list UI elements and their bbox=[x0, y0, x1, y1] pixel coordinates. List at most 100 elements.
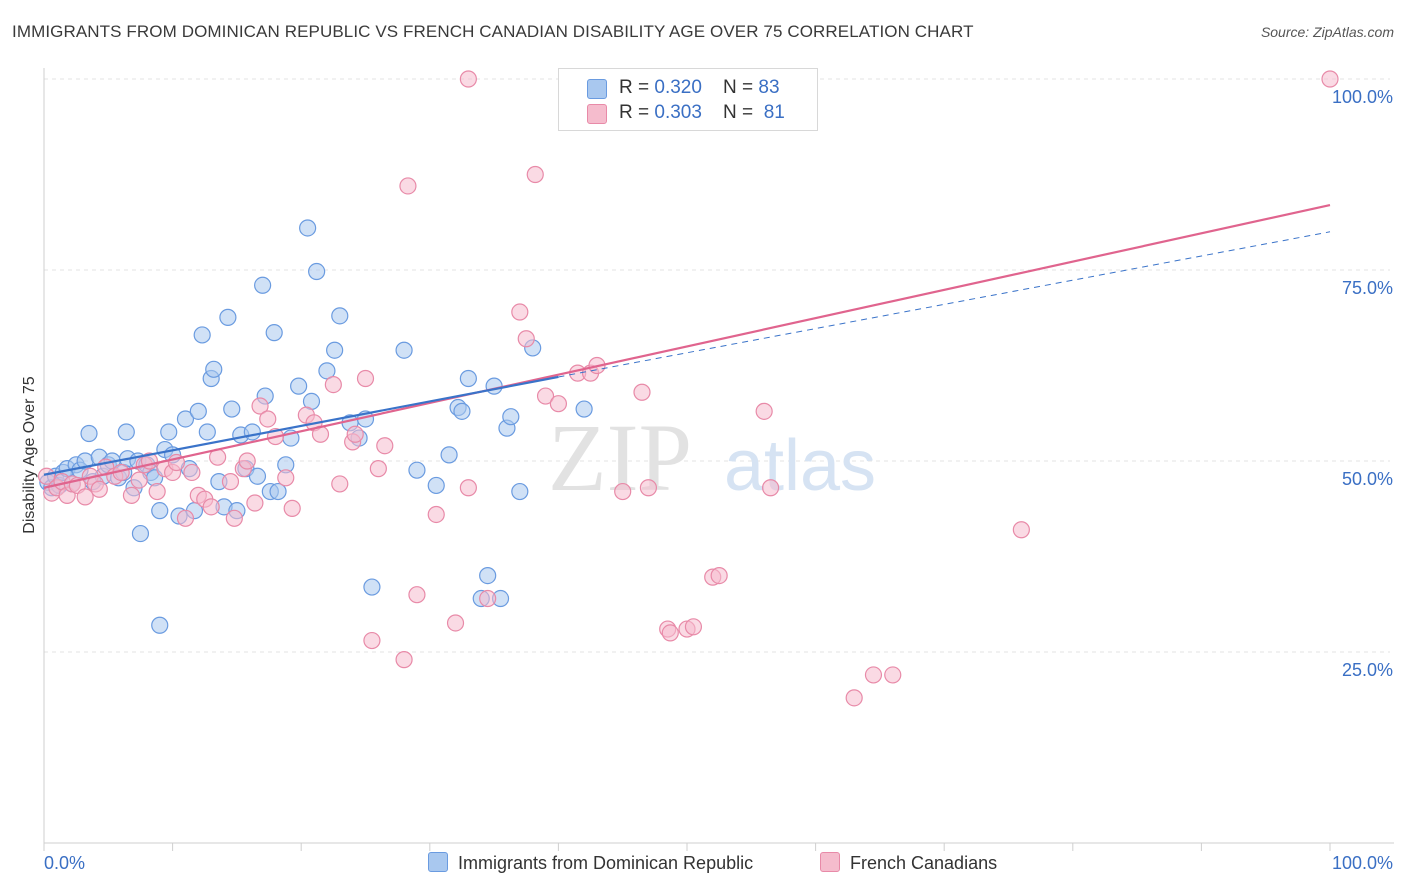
french-canadian-point bbox=[459, 479, 477, 497]
french-canadian-point bbox=[761, 479, 780, 497]
french-canadian-point bbox=[1012, 521, 1030, 539]
dominican-point bbox=[243, 423, 261, 441]
dominican-point bbox=[193, 326, 211, 344]
dominican-point bbox=[254, 276, 272, 294]
dominican-point bbox=[223, 400, 241, 418]
dominican-point bbox=[511, 482, 529, 501]
french-canadian-point bbox=[251, 397, 269, 415]
french-canadian-point bbox=[408, 586, 426, 604]
french-canadian-point bbox=[225, 509, 243, 527]
french-canadian-point bbox=[369, 460, 387, 478]
bottom-legend-swatch-blue bbox=[428, 852, 448, 872]
french-canadian-point bbox=[324, 376, 342, 394]
dominican-point bbox=[318, 362, 336, 380]
dominican-point bbox=[331, 307, 349, 325]
dominican-point bbox=[189, 402, 207, 420]
french-canadian-point bbox=[399, 177, 417, 195]
french-canadian-point bbox=[526, 165, 544, 184]
stats-legend: R = 0.320 N = 83 R = 0.303 N = 81 bbox=[558, 68, 818, 131]
dominican-point bbox=[219, 308, 237, 326]
french-canadian-point bbox=[536, 387, 555, 405]
dominican-point bbox=[80, 424, 98, 443]
french-canadian-point bbox=[183, 463, 201, 482]
legend-n-value: 83 bbox=[758, 77, 780, 98]
french-canadian-point bbox=[238, 452, 256, 470]
dominican-point bbox=[408, 461, 426, 479]
dominican-point bbox=[453, 402, 471, 420]
french-canadian-point bbox=[331, 475, 349, 493]
grid-lines bbox=[44, 78, 1390, 653]
french-canadian-point bbox=[363, 631, 381, 650]
french-canadian-point bbox=[755, 402, 773, 420]
dominican-point bbox=[248, 467, 267, 485]
source-label: Source: ZipAtlas.com bbox=[1260, 24, 1394, 40]
dominican-point bbox=[502, 408, 520, 426]
french-canadian-point bbox=[639, 479, 658, 497]
dominican-point bbox=[440, 446, 458, 464]
french-canadian-point bbox=[346, 425, 364, 443]
french-canadian-point bbox=[90, 480, 108, 498]
french-canadian-point bbox=[479, 589, 497, 608]
dominican-point bbox=[269, 482, 287, 501]
legend-swatch-blue bbox=[587, 79, 607, 99]
french-canadian-point bbox=[459, 70, 477, 88]
dominican-trend-extension bbox=[558, 231, 1331, 378]
dominican-point bbox=[198, 423, 216, 441]
french-canadian-point bbox=[37, 467, 56, 485]
y-tick-label: 25.0% bbox=[1342, 660, 1393, 680]
french-canadian-point bbox=[122, 486, 141, 504]
dominican-point bbox=[326, 341, 344, 359]
watermark: ZIP atlas bbox=[548, 404, 876, 511]
y-tick-label: 75.0% bbox=[1342, 278, 1393, 298]
dominican-trend-line bbox=[43, 375, 559, 476]
chart-title: IMMIGRANTS FROM DOMINICAN REPUBLIC VS FR… bbox=[12, 22, 974, 41]
dominican-point bbox=[485, 377, 503, 395]
dominican-point bbox=[427, 476, 445, 495]
bottom-legend-swatch-pink bbox=[820, 852, 840, 872]
watermark-atlas: atlas bbox=[724, 426, 876, 506]
dominican-point bbox=[117, 423, 135, 441]
legend-r-label: R = bbox=[619, 102, 655, 123]
y-tick-labels: 25.0% 50.0% 75.0% 100.0% bbox=[1332, 87, 1393, 680]
french-canadian-point bbox=[517, 330, 535, 348]
french-canadian-point bbox=[1321, 70, 1339, 88]
x-min-label: 0.0% bbox=[44, 853, 85, 873]
y-axis-label: Disability Age Over 75 bbox=[21, 376, 38, 534]
legend-r-label: R = bbox=[619, 77, 655, 98]
series-french-canadian-points bbox=[37, 70, 1339, 707]
axes bbox=[43, 68, 1394, 851]
french-canadian-point bbox=[864, 666, 883, 684]
french-canadian-point bbox=[176, 509, 195, 527]
x-max-label: 100.0% bbox=[1332, 853, 1393, 873]
french-canadian-point bbox=[130, 471, 148, 489]
french-canadian-trend-line bbox=[43, 203, 1331, 489]
french-canadian-point bbox=[845, 689, 863, 707]
y-tick-label: 100.0% bbox=[1332, 87, 1393, 107]
dominican-point bbox=[363, 578, 381, 596]
french-canadian-point bbox=[283, 499, 301, 517]
dominican-point bbox=[151, 502, 169, 520]
dominican-point bbox=[205, 360, 223, 378]
french-canadian-point bbox=[614, 482, 632, 501]
french-canadian-point bbox=[356, 369, 375, 388]
french-canadian-point bbox=[395, 651, 413, 669]
french-canadian-point bbox=[511, 303, 529, 321]
bottom-legend-label: Immigrants from Dominican Republic bbox=[458, 853, 754, 873]
dominican-point bbox=[265, 324, 283, 342]
legend-n-value: 81 bbox=[763, 102, 785, 123]
legend-r-value: 0.320 bbox=[654, 77, 702, 98]
french-canadian-point bbox=[661, 624, 679, 642]
dominican-point bbox=[131, 524, 150, 543]
bottom-legend-label: French Canadians bbox=[850, 853, 998, 873]
french-canadian-point bbox=[76, 488, 94, 506]
y-tick-label: 50.0% bbox=[1342, 469, 1393, 489]
legend-n-label: N = bbox=[723, 102, 759, 123]
legend-n-label: N = bbox=[723, 77, 759, 98]
dominican-point bbox=[395, 341, 413, 359]
bottom-legend-dominican: Immigrants from Dominican Republic bbox=[428, 852, 753, 874]
dominican-point bbox=[160, 423, 178, 441]
french-canadian-point bbox=[549, 395, 568, 413]
trend-lines bbox=[43, 203, 1331, 489]
french-canadian-point bbox=[376, 437, 394, 455]
